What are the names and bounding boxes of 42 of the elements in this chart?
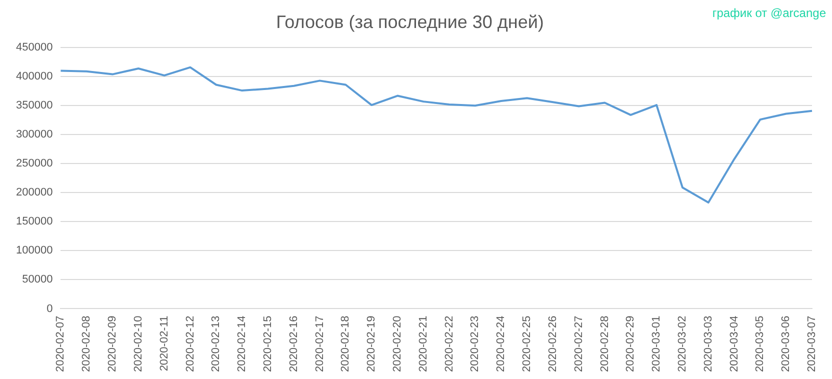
x-tick-label: 2020-02-09 xyxy=(106,316,119,372)
chart-title: Голосов (за последние 30 дней) xyxy=(276,12,544,32)
x-tick-label: 2020-02-13 xyxy=(210,316,222,372)
x-tick-label: 2020-02-18 xyxy=(340,316,352,372)
x-tick-label: 2020-02-27 xyxy=(572,316,585,372)
x-tick-label: 2020-02-17 xyxy=(314,316,326,372)
y-tick-label: 300000 xyxy=(16,128,53,141)
x-tick-label: 2020-02-12 xyxy=(184,316,196,372)
x-tick-label: 2020-02-14 xyxy=(236,316,248,372)
x-tick-label: 2020-03-03 xyxy=(702,316,714,372)
y-tick-label: 100000 xyxy=(16,244,53,257)
x-tick-label: 2020-03-04 xyxy=(728,316,740,372)
y-tick-label: 350000 xyxy=(16,100,53,112)
x-tick-label: 2020-02-21 xyxy=(417,316,430,372)
x-tick-label: 2020-03-06 xyxy=(780,316,792,372)
x-tick-label: 2020-03-01 xyxy=(650,316,663,372)
x-tick-label: 2020-02-29 xyxy=(624,316,637,372)
x-tick-label: 2020-02-08 xyxy=(80,316,93,372)
y-tick-label: 400000 xyxy=(16,70,53,83)
x-tick-label: 2020-02-23 xyxy=(469,316,482,372)
x-tick-label: 2020-02-20 xyxy=(392,316,404,372)
y-tick-label: 450000 xyxy=(16,42,53,54)
y-tick-label: 200000 xyxy=(16,186,53,199)
x-tick-label: 2020-02-24 xyxy=(495,316,508,372)
x-tick-label: 2020-02-10 xyxy=(132,316,144,372)
x-tick-label: 2020-03-07 xyxy=(806,316,818,372)
x-tick-label: 2020-03-05 xyxy=(754,316,766,372)
x-tick-label: 2020-02-16 xyxy=(288,316,300,372)
x-tick-label: 2020-02-25 xyxy=(521,316,534,372)
x-tick-label: 2020-02-26 xyxy=(546,316,559,372)
x-tick-label: 2020-02-28 xyxy=(598,316,611,372)
y-tick-label: 250000 xyxy=(16,158,53,170)
x-tick-label: 2020-02-22 xyxy=(443,316,456,372)
x-tick-label: 2020-02-19 xyxy=(366,316,378,372)
y-tick-label: 150000 xyxy=(16,216,53,228)
x-tick-label: 2020-02-07 xyxy=(54,316,67,372)
text: график от @arcange xyxy=(712,6,826,20)
y-tick-label: 50000 xyxy=(22,274,53,286)
x-tick-label: 2020-03-02 xyxy=(676,316,688,372)
y-tick-label: 0 xyxy=(46,302,53,315)
x-tick-label: 2020-02-15 xyxy=(262,316,274,372)
x-tick-label: 2020-02-11 xyxy=(158,316,170,372)
